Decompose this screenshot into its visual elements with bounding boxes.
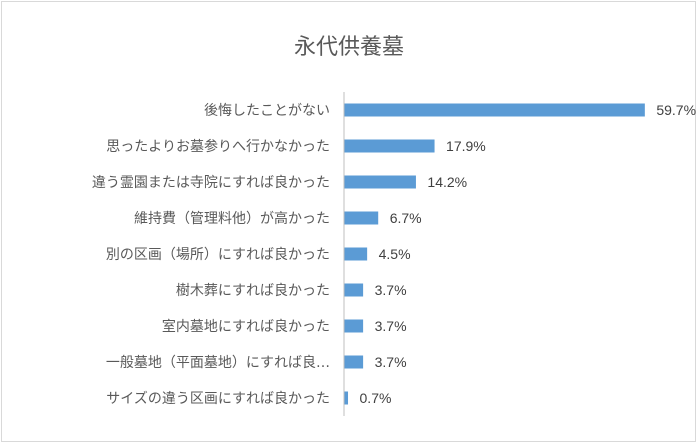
value-label: 3.7% [375, 354, 407, 370]
category-label: 維持費（管理料他）が高かった [134, 210, 330, 227]
category-label: サイズの違う区画にすれば良かった [106, 391, 330, 407]
bar [344, 103, 645, 117]
category-label: 思ったよりお墓参りへ行かなかった [106, 138, 330, 155]
bar [344, 247, 368, 261]
value-label: 3.7% [375, 318, 407, 334]
bar [344, 391, 349, 405]
category-label: 別の区画（場所）にすれば良かった [106, 247, 330, 263]
bar [344, 175, 416, 189]
category-label: 後悔したことがない [204, 103, 330, 119]
value-label: 4.5% [379, 246, 411, 262]
bars-layer: 後悔したことがない 59.7% 思ったよりお墓参りへ行かなかった 17.9% 違う霊園ま… [92, 102, 696, 407]
value-label: 17.9% [446, 138, 486, 154]
bar [344, 283, 364, 297]
value-label: 59.7% [656, 102, 696, 118]
chart-title: 永代供養墓 [294, 35, 404, 60]
value-label: 6.7% [390, 210, 422, 226]
category-label: 樹木葬にすれば良かった [176, 283, 330, 299]
bar [344, 211, 379, 225]
category-label: 違う霊園または寺院にすれば良かった [92, 175, 330, 191]
value-label: 14.2% [427, 174, 467, 190]
category-label: 室内墓地にすれば良かった [162, 318, 330, 335]
value-label: 3.7% [375, 282, 407, 298]
category-label: 一般墓地（平面墓地）にすれば良… [106, 355, 330, 371]
bar [344, 139, 435, 153]
bar [344, 319, 364, 333]
value-label: 0.7% [360, 390, 392, 406]
bar [344, 355, 364, 369]
